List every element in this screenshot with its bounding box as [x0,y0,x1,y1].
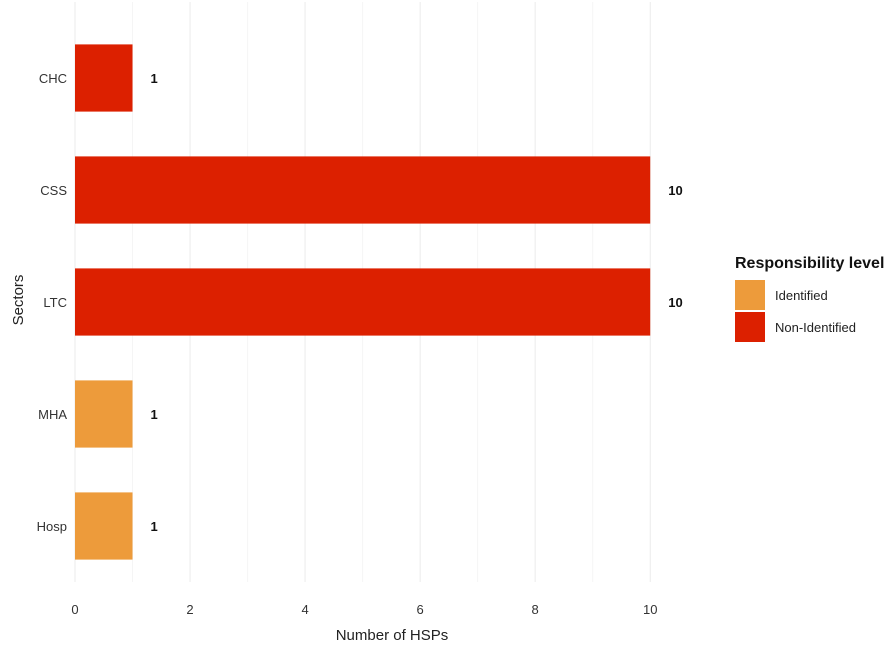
bar-value-label: 1 [151,71,158,86]
bar-css [75,156,651,224]
y-tick-label: CHC [39,71,67,86]
legend-label: Non-Identified [775,319,856,335]
x-tick-label: 10 [643,602,657,617]
x-axis-title: Number of HSPs [336,627,449,644]
legend-title: Responsibility level [735,255,885,272]
bar-ltc [75,268,651,336]
legend-swatch [735,312,765,342]
bar-hosp [75,492,133,560]
x-tick-label: 4 [301,602,308,617]
bars [75,44,651,560]
y-tick-label: LTC [43,295,67,310]
x-tick-label: 6 [417,602,424,617]
bar-value-labels: 1 10 10 1 1 [151,71,683,534]
legend-item-non-identified: Non-Identified [735,311,884,343]
y-axis-title: Sectors [10,275,27,326]
y-tick-label: MHA [38,407,67,422]
bar-chc [75,44,133,112]
x-tick-label: 8 [532,602,539,617]
legend-swatch [735,280,765,310]
x-axis-tick-labels: 0 2 4 6 8 10 [71,602,657,617]
legend-label: Identified [775,287,828,303]
y-tick-label: CSS [40,183,67,198]
x-tick-label: 2 [186,602,193,617]
legend-item-identified: Identified [735,279,884,311]
bar-mha [75,380,133,448]
bar-value-label: 10 [668,183,682,198]
bar-value-label: 1 [151,519,158,534]
bar-value-label: 10 [668,295,682,310]
y-axis-tick-labels: CHC CSS LTC MHA Hosp [37,71,68,534]
bar-value-label: 1 [151,407,158,422]
x-tick-label: 0 [71,602,78,617]
legend: Responsibility level Identified Non-Iden… [735,255,884,343]
y-tick-label: Hosp [37,519,67,534]
